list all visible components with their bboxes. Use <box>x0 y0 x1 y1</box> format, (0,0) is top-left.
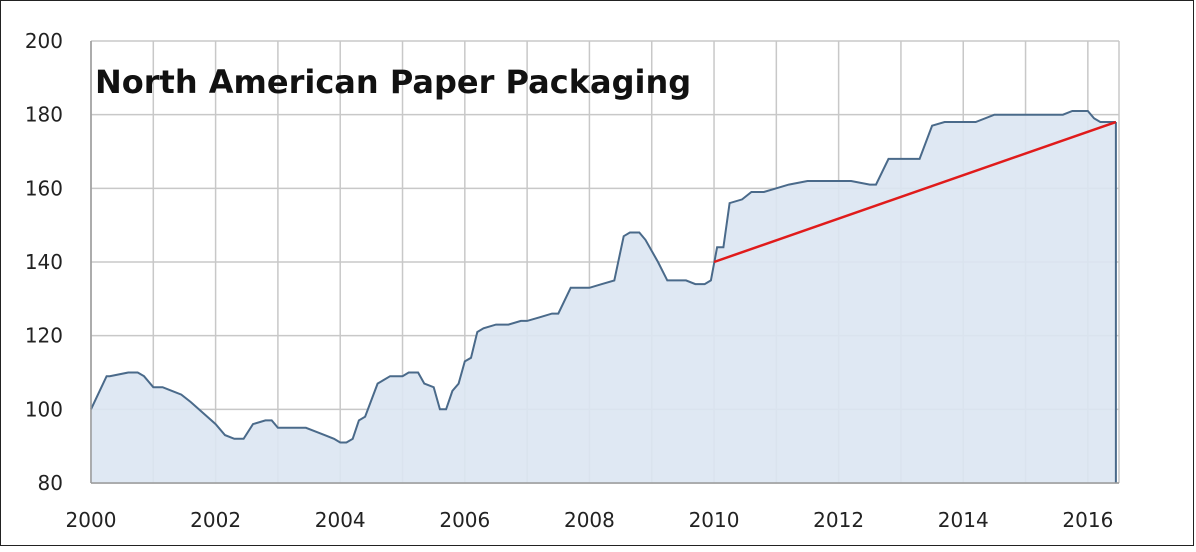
series-area <box>91 111 1116 483</box>
axes: 80 100 120 140 160 180 200 2000 2002 2004 2006 2008… <box>25 29 1119 532</box>
x-tick-label: 2012 <box>813 508 864 532</box>
y-tick-label: 100 <box>25 397 63 421</box>
y-tick-label: 180 <box>25 103 63 127</box>
area-layer <box>90 110 1117 483</box>
x-tick-label: 2002 <box>190 508 241 532</box>
x-tick-label: 2008 <box>564 508 615 532</box>
trend-line <box>713 120 1117 264</box>
y-tick-label: 140 <box>25 250 63 274</box>
x-tick-label: 2016 <box>1062 508 1113 532</box>
y-tick-label: 120 <box>25 324 63 348</box>
x-tick-label: 2014 <box>938 508 989 532</box>
x-tick-label: 2010 <box>689 508 740 532</box>
x-tick-label: 2000 <box>66 508 117 532</box>
y-tick-label: 200 <box>25 29 63 53</box>
x-tick-label: 2006 <box>439 508 490 532</box>
series-line <box>90 110 1116 444</box>
x-tick-label: 2004 <box>315 508 366 532</box>
chart-title: North American Paper Packaging <box>95 63 691 101</box>
y-tick-label: 80 <box>38 471 63 495</box>
y-tick-label: 160 <box>25 176 63 200</box>
